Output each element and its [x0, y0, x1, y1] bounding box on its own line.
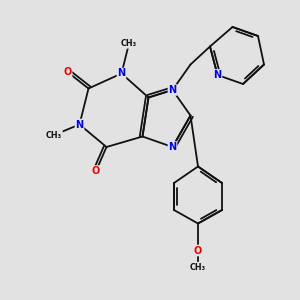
Text: N: N	[117, 68, 126, 79]
Text: N: N	[168, 142, 177, 152]
Text: O: O	[63, 67, 72, 77]
Text: O: O	[92, 166, 100, 176]
Text: CH₃: CH₃	[46, 130, 62, 140]
Text: CH₃: CH₃	[121, 39, 137, 48]
Text: O: O	[194, 245, 202, 256]
Text: N: N	[213, 70, 222, 80]
Text: N: N	[75, 119, 84, 130]
Text: CH₃: CH₃	[190, 262, 206, 272]
Text: N: N	[168, 85, 177, 95]
